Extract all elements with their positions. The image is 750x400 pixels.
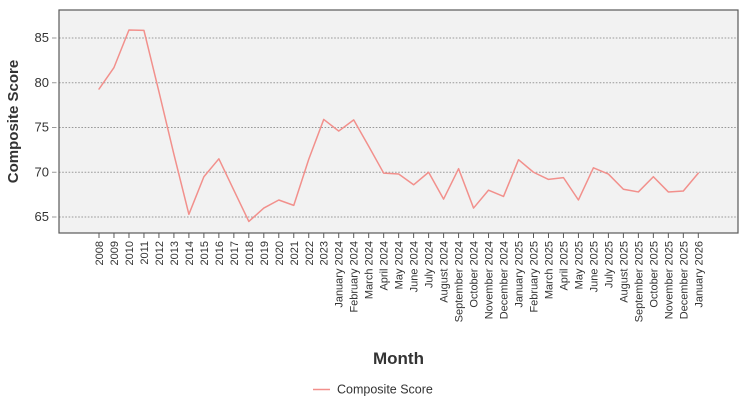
svg-text:Month: Month bbox=[373, 349, 424, 368]
svg-text:2011: 2011 bbox=[139, 241, 151, 265]
svg-text:2017: 2017 bbox=[229, 241, 241, 265]
svg-text:2014: 2014 bbox=[184, 241, 196, 265]
svg-text:May 2024: May 2024 bbox=[394, 241, 406, 289]
svg-text:June 2025: June 2025 bbox=[588, 241, 600, 292]
svg-text:2015: 2015 bbox=[199, 241, 211, 265]
svg-text:85: 85 bbox=[35, 30, 49, 45]
svg-text:December 2024: December 2024 bbox=[499, 241, 511, 319]
svg-text:April 2024: April 2024 bbox=[379, 241, 391, 291]
svg-text:2016: 2016 bbox=[214, 241, 226, 265]
svg-text:October 2025: October 2025 bbox=[648, 241, 660, 308]
svg-text:March 2024: March 2024 bbox=[364, 241, 376, 299]
svg-text:80: 80 bbox=[35, 75, 49, 90]
svg-text:75: 75 bbox=[35, 120, 49, 135]
svg-text:65: 65 bbox=[35, 209, 49, 224]
svg-text:July 2025: July 2025 bbox=[603, 241, 615, 288]
svg-text:February 2024: February 2024 bbox=[349, 241, 361, 313]
svg-text:November 2025: November 2025 bbox=[663, 241, 675, 319]
svg-text:December 2025: December 2025 bbox=[678, 241, 690, 319]
svg-text:May 2025: May 2025 bbox=[573, 241, 585, 289]
svg-text:2018: 2018 bbox=[244, 241, 256, 265]
svg-text:March 2025: March 2025 bbox=[543, 241, 555, 299]
svg-text:January 2026: January 2026 bbox=[693, 241, 705, 308]
svg-text:September 2025: September 2025 bbox=[633, 241, 645, 322]
svg-text:2010: 2010 bbox=[124, 241, 136, 265]
svg-text:July 2024: July 2024 bbox=[424, 241, 436, 288]
svg-text:August 2024: August 2024 bbox=[439, 241, 451, 303]
svg-text:January 2024: January 2024 bbox=[334, 241, 346, 308]
svg-text:November 2024: November 2024 bbox=[484, 241, 496, 319]
svg-text:2013: 2013 bbox=[169, 241, 181, 265]
svg-text:2023: 2023 bbox=[319, 241, 331, 265]
svg-text:Composite Score: Composite Score bbox=[5, 60, 22, 183]
svg-text:February 2025: February 2025 bbox=[528, 241, 540, 313]
svg-text:2019: 2019 bbox=[259, 241, 271, 265]
svg-text:June 2024: June 2024 bbox=[409, 241, 421, 292]
svg-text:October 2024: October 2024 bbox=[469, 241, 481, 308]
svg-text:April 2025: April 2025 bbox=[558, 241, 570, 291]
svg-text:2009: 2009 bbox=[109, 241, 121, 265]
svg-text:2022: 2022 bbox=[304, 241, 316, 265]
svg-text:Composite Score: Composite Score bbox=[337, 383, 433, 397]
svg-text:2021: 2021 bbox=[289, 241, 301, 265]
svg-text:70: 70 bbox=[35, 164, 49, 179]
svg-text:August 2025: August 2025 bbox=[618, 241, 630, 303]
svg-text:2008: 2008 bbox=[94, 241, 106, 265]
svg-text:September 2024: September 2024 bbox=[454, 241, 466, 322]
svg-text:2012: 2012 bbox=[154, 241, 166, 265]
svg-text:January 2025: January 2025 bbox=[514, 241, 526, 308]
svg-text:2020: 2020 bbox=[274, 241, 286, 265]
